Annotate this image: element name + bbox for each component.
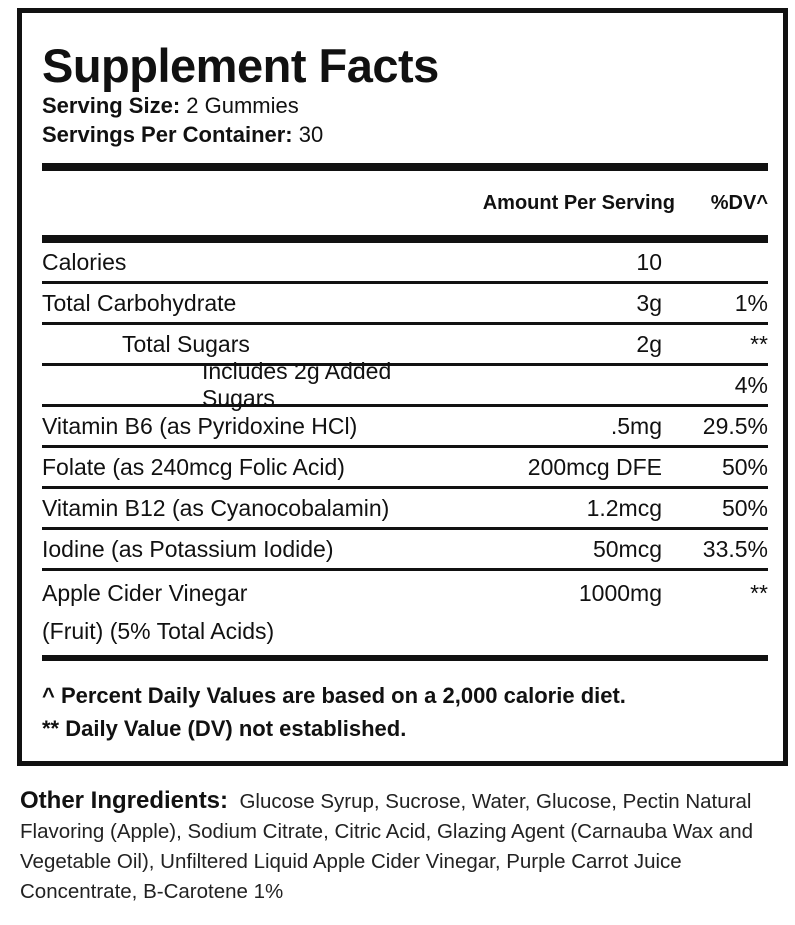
- nutrient-amount: .5mg: [610, 412, 662, 439]
- serving-size: Serving Size: 2 Gummies: [42, 91, 768, 120]
- nutrient-amount: 10: [636, 248, 662, 275]
- footnote: ^ Percent Daily Values are based on a 2,…: [42, 683, 626, 708]
- nutrient-dv: **: [750, 580, 768, 606]
- servings-per-container: Servings Per Container: 30: [42, 120, 768, 149]
- serving-size-label: Serving Size:: [42, 93, 181, 118]
- divider: [42, 163, 768, 171]
- nutrient-dv: 29.5%: [702, 412, 768, 439]
- nutrient-name-text: Total Carbohydrate: [42, 289, 237, 316]
- nutrient-row: Includes 2g Added Sugars 4%: [42, 358, 768, 411]
- nutrient-name-text: Vitamin B12 (as Cyanocobalamin): [42, 494, 390, 521]
- nutrient-amount: 50mcg: [592, 535, 662, 562]
- nutrient-name: Includes 2g Added Sugars: [42, 358, 462, 412]
- nutrient-row: Total Sugars 2g **: [42, 325, 768, 366]
- servings-per-container-value: 30: [298, 122, 324, 147]
- nutrient-name-text: Total Sugars: [122, 330, 250, 357]
- nutrient-row: Calories 10: [42, 243, 768, 284]
- nutrient-amount: 1.2mcg: [586, 494, 662, 521]
- nutrient-row: Total Carbohydrate 3g 1%: [42, 284, 768, 325]
- serving-size-value: 2 Gummies: [186, 93, 299, 118]
- nutrient-name: Vitamin B6 (as Pyridoxine HCl): [42, 413, 462, 440]
- nutrient-dv: **: [750, 330, 768, 357]
- nutrient-amount: 3g: [636, 289, 662, 316]
- nutrient-name: Iodine (as Potassium Iodide): [42, 536, 462, 563]
- nutrient-name-text: Vitamin B6 (as Pyridoxine HCl): [42, 412, 358, 439]
- nutrient-row: Vitamin B6 (as Pyridoxine HCl) .5mg 29.5%: [42, 407, 768, 448]
- nutrient-name: Vitamin B12 (as Cyanocobalamin): [42, 495, 462, 522]
- footnotes: ^ Percent Daily Values are based on a 2,…: [42, 661, 768, 745]
- servings-per-container-label: Servings Per Container:: [42, 122, 293, 147]
- dv-header: %DV^: [710, 191, 768, 214]
- column-header: Amount Per Serving %DV^: [42, 171, 768, 235]
- nutrient-row: Folate (as 240mcg Folic Acid) 200mcg DFE 5…: [42, 448, 768, 489]
- nutrient-dv: 50%: [721, 494, 768, 521]
- nutrient-dv: 33.5%: [702, 535, 768, 562]
- nutrient-row: Vitamin B12 (as Cyanocobalamin) 1.2mcg 50%: [42, 489, 768, 530]
- other-ingredients-text: Glucose Syrup, Sucrose, Water, Glucose, …: [20, 790, 754, 903]
- nutrient-name: Calories: [42, 249, 462, 276]
- divider: [42, 235, 768, 243]
- nutrient-dv: 4%: [734, 371, 768, 398]
- nutrient-name-line2: (Fruit) (5% Total Acids): [42, 618, 275, 644]
- supplement-facts-panel: Supplement Facts Serving Size: 2 Gummies…: [17, 8, 788, 766]
- amount-header: Amount Per Serving: [482, 191, 675, 214]
- panel-title: Supplement Facts: [42, 39, 439, 92]
- nutrient-name-text: Iodine (as Potassium Iodide): [42, 535, 334, 562]
- nutrient-name: Apple Cider Vinegar (Fruit) (5% Total Aci…: [42, 574, 462, 650]
- nutrient-name-text: Apple Cider Vinegar: [42, 580, 248, 606]
- nutrient-row: Apple Cider Vinegar (Fruit) (5% Total Aci…: [42, 571, 768, 655]
- nutrient-amount: 200mcg DFE: [527, 453, 662, 480]
- other-ingredients: Other Ingredients: Glucose Syrup, Sucros…: [20, 786, 790, 907]
- footnote: ** Daily Value (DV) not established.: [42, 716, 407, 741]
- nutrient-name-text: Includes 2g Added Sugars: [202, 358, 392, 411]
- nutrient-dv: 1%: [734, 289, 768, 316]
- other-ingredients-label: Other Ingredients:: [20, 787, 229, 814]
- nutrient-dv: 50%: [721, 453, 768, 480]
- nutrient-amount: 2g: [636, 330, 662, 357]
- divider: [42, 655, 768, 661]
- nutrient-name-text: Folate (as 240mcg Folic Acid): [42, 453, 345, 480]
- nutrient-row: Iodine (as Potassium Iodide) 50mcg 33.5%: [42, 530, 768, 571]
- nutrient-name: Total Carbohydrate: [42, 290, 462, 317]
- nutrient-amount: 1000mg: [578, 580, 662, 606]
- nutrient-name: Total Sugars: [42, 331, 462, 358]
- nutrient-name: Folate (as 240mcg Folic Acid): [42, 454, 462, 481]
- nutrient-name-text: Calories: [42, 248, 127, 275]
